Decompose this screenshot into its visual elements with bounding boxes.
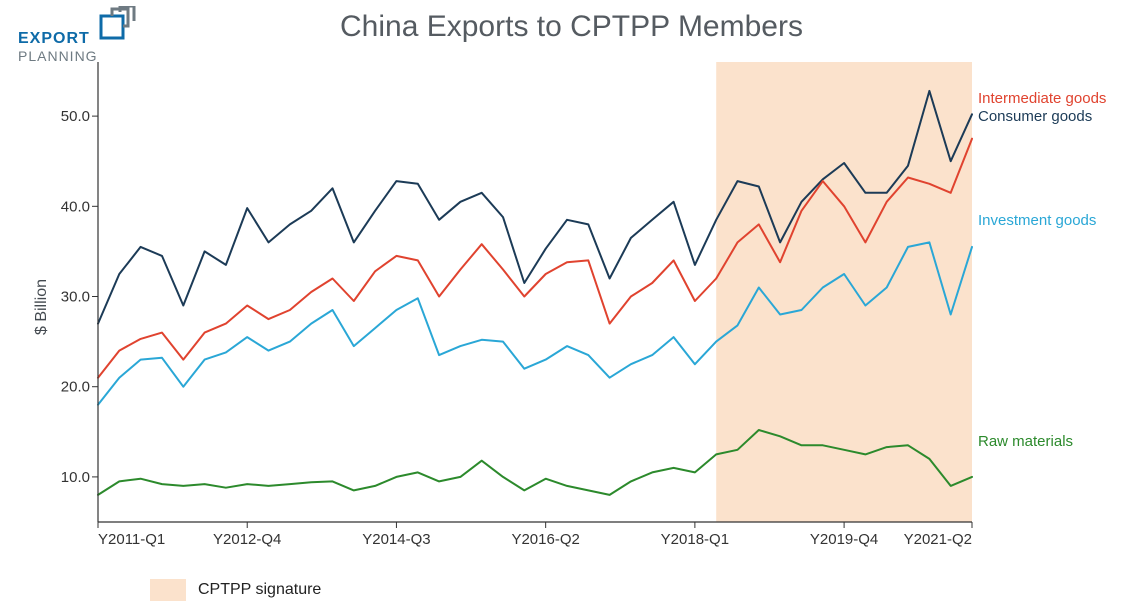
series-label-investment_goods: Investment goods xyxy=(978,212,1096,229)
chart-title: China Exports to CPTPP Members xyxy=(0,10,1143,44)
series-label-raw_materials: Raw materials xyxy=(978,433,1073,450)
x-tick-label: Y2018-Q1 xyxy=(661,531,729,548)
x-tick-label: Y2014-Q3 xyxy=(362,531,430,548)
x-tick-label: Y2021-Q2 xyxy=(904,531,972,548)
y-tick-label: 10.0 xyxy=(61,469,90,486)
x-tick-label: Y2012-Q4 xyxy=(213,531,281,548)
y-tick-label: 20.0 xyxy=(61,379,90,396)
y-tick-label: 30.0 xyxy=(61,289,90,306)
x-tick-label: Y2019-Q4 xyxy=(810,531,878,548)
chart-page: { "logo": { "line1": "EXPORT", "line2": … xyxy=(0,0,1143,613)
legend-label-cptpp: CPTPP signature xyxy=(198,581,321,599)
y-tick-label: 40.0 xyxy=(61,198,90,215)
series-label-intermediate_goods: Intermediate goods xyxy=(978,90,1106,107)
cptpp-highlight-band xyxy=(716,62,972,522)
series-label-consumer_goods: Consumer goods xyxy=(978,108,1092,125)
y-tick-label: 50.0 xyxy=(61,108,90,125)
legend: CPTPP signature xyxy=(150,577,321,603)
x-tick-label: Y2011-Q1 xyxy=(98,531,165,548)
legend-swatch-cptpp xyxy=(150,579,186,601)
x-tick-label: Y2016-Q2 xyxy=(511,531,579,548)
y-axis-label: $ Billion xyxy=(33,278,51,334)
chart-svg: 10.0 20.0 30.0 40.0 50.0 Y2011-Q1 Y2012-Q4 Y201… xyxy=(62,58,1112,558)
line-chart: 10.0 20.0 30.0 40.0 50.0 Y2011-Q1 Y2012-Q4 Y201… xyxy=(62,58,1112,558)
